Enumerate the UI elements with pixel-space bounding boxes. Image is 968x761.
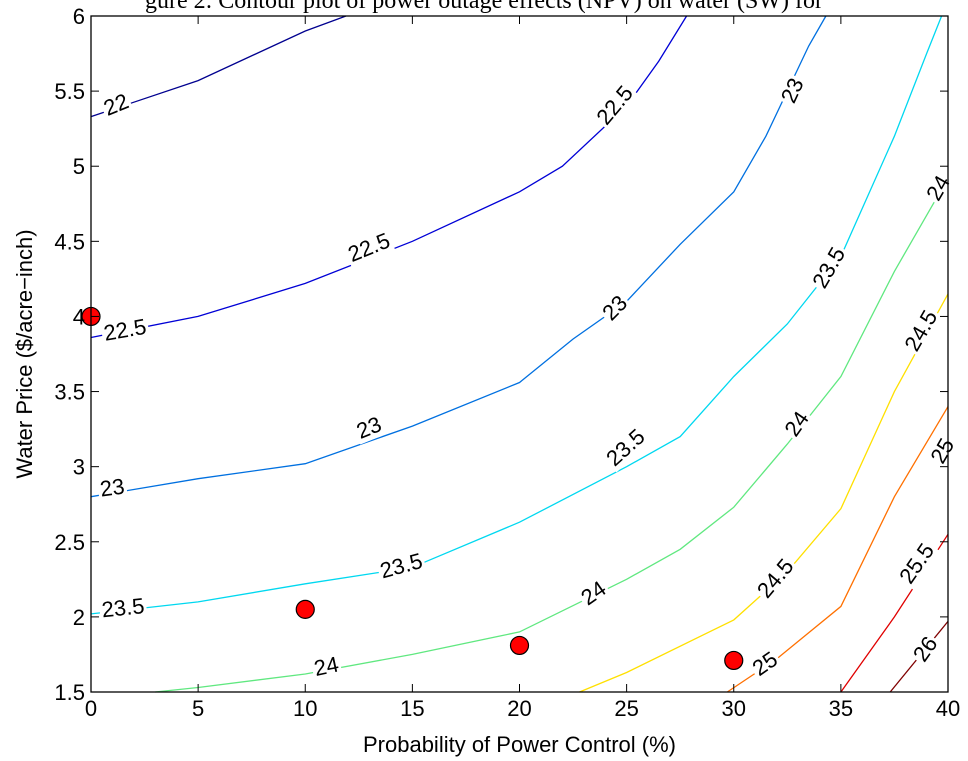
contour-label-bg — [96, 473, 129, 502]
x-tick-label: 15 — [400, 696, 424, 721]
y-tick-label: 4 — [73, 304, 85, 329]
y-tick-label: 2 — [73, 605, 85, 630]
y-tick-label: 2.5 — [54, 530, 85, 555]
chart-title-partial: gure 2: Contour plot of power outage eff… — [145, 0, 823, 14]
contour-label-bg — [375, 547, 428, 584]
plot-background — [91, 16, 948, 692]
contour-label-bg — [309, 651, 343, 682]
y-tick-label: 3.5 — [54, 380, 85, 405]
y-tick-label: 1.5 — [54, 680, 85, 705]
y-tick-label: 3 — [73, 455, 85, 480]
data-point-marker — [509, 635, 530, 656]
contour-23.5: 23.523.523.523.5 — [90, 15, 943, 623]
x-tick-label: 0 — [85, 696, 97, 721]
contour-line-22 — [90, 15, 347, 118]
y-axis-label: Water Price ($/acre−inch) — [12, 229, 37, 478]
contour-label-bg — [599, 422, 652, 473]
y-tick-label: 5.5 — [54, 79, 85, 104]
plot-area — [91, 16, 948, 692]
contour-label-bg — [892, 536, 941, 590]
contour-label: 23.5 — [100, 593, 145, 622]
contour-label-bg — [778, 404, 816, 443]
contour-label-bg — [574, 574, 613, 612]
y-tick-label: 5 — [73, 154, 85, 179]
x-tick-label: 10 — [293, 696, 317, 721]
contour-label-bg — [98, 592, 148, 623]
contour-line-22.5 — [90, 15, 688, 339]
data-point-marker — [724, 650, 744, 671]
axes-layer: 0 5 10 15 20 25 30 35 40 1.5 2 2.5 3 3.5 4 4.5 5 5.5 6 — [54, 4, 960, 721]
x-tick-label: 20 — [507, 696, 531, 721]
contour-label-bg — [595, 288, 634, 327]
contour-label-bg — [98, 87, 134, 122]
x-tick-label: 40 — [936, 696, 960, 721]
contour-label-bg — [589, 79, 640, 132]
contour-label-bg — [898, 304, 944, 358]
contour-label-bg — [351, 410, 387, 445]
contour-label-bg — [99, 313, 151, 347]
x-tick-label: 25 — [614, 696, 638, 721]
x-tick-label: 30 — [722, 696, 746, 721]
x-axis-label: Probability of Power Control (%) — [363, 732, 676, 757]
y-tick-label: 6 — [73, 4, 85, 29]
contour-label: 23 — [98, 473, 126, 501]
contour-line-23.5 — [90, 15, 943, 615]
contour-label-bg — [924, 432, 961, 470]
contour-label-bg — [920, 169, 956, 207]
marker-layer — [81, 306, 744, 671]
contour-line-24 — [155, 177, 949, 693]
contour-label-bg — [750, 552, 800, 605]
contour-label-bg — [806, 241, 852, 295]
x-tick-label: 35 — [829, 696, 853, 721]
contour-line-23 — [90, 15, 827, 498]
contour-label-bg — [906, 630, 944, 668]
contour-label-bg — [746, 645, 784, 682]
y-tick-label: 4.5 — [54, 229, 85, 254]
contour-label-bg — [774, 72, 810, 109]
contour-label: 24 — [312, 652, 341, 682]
contour-label-bg — [342, 226, 396, 268]
x-tick-label: 5 — [192, 696, 204, 721]
data-point-marker — [295, 599, 315, 619]
